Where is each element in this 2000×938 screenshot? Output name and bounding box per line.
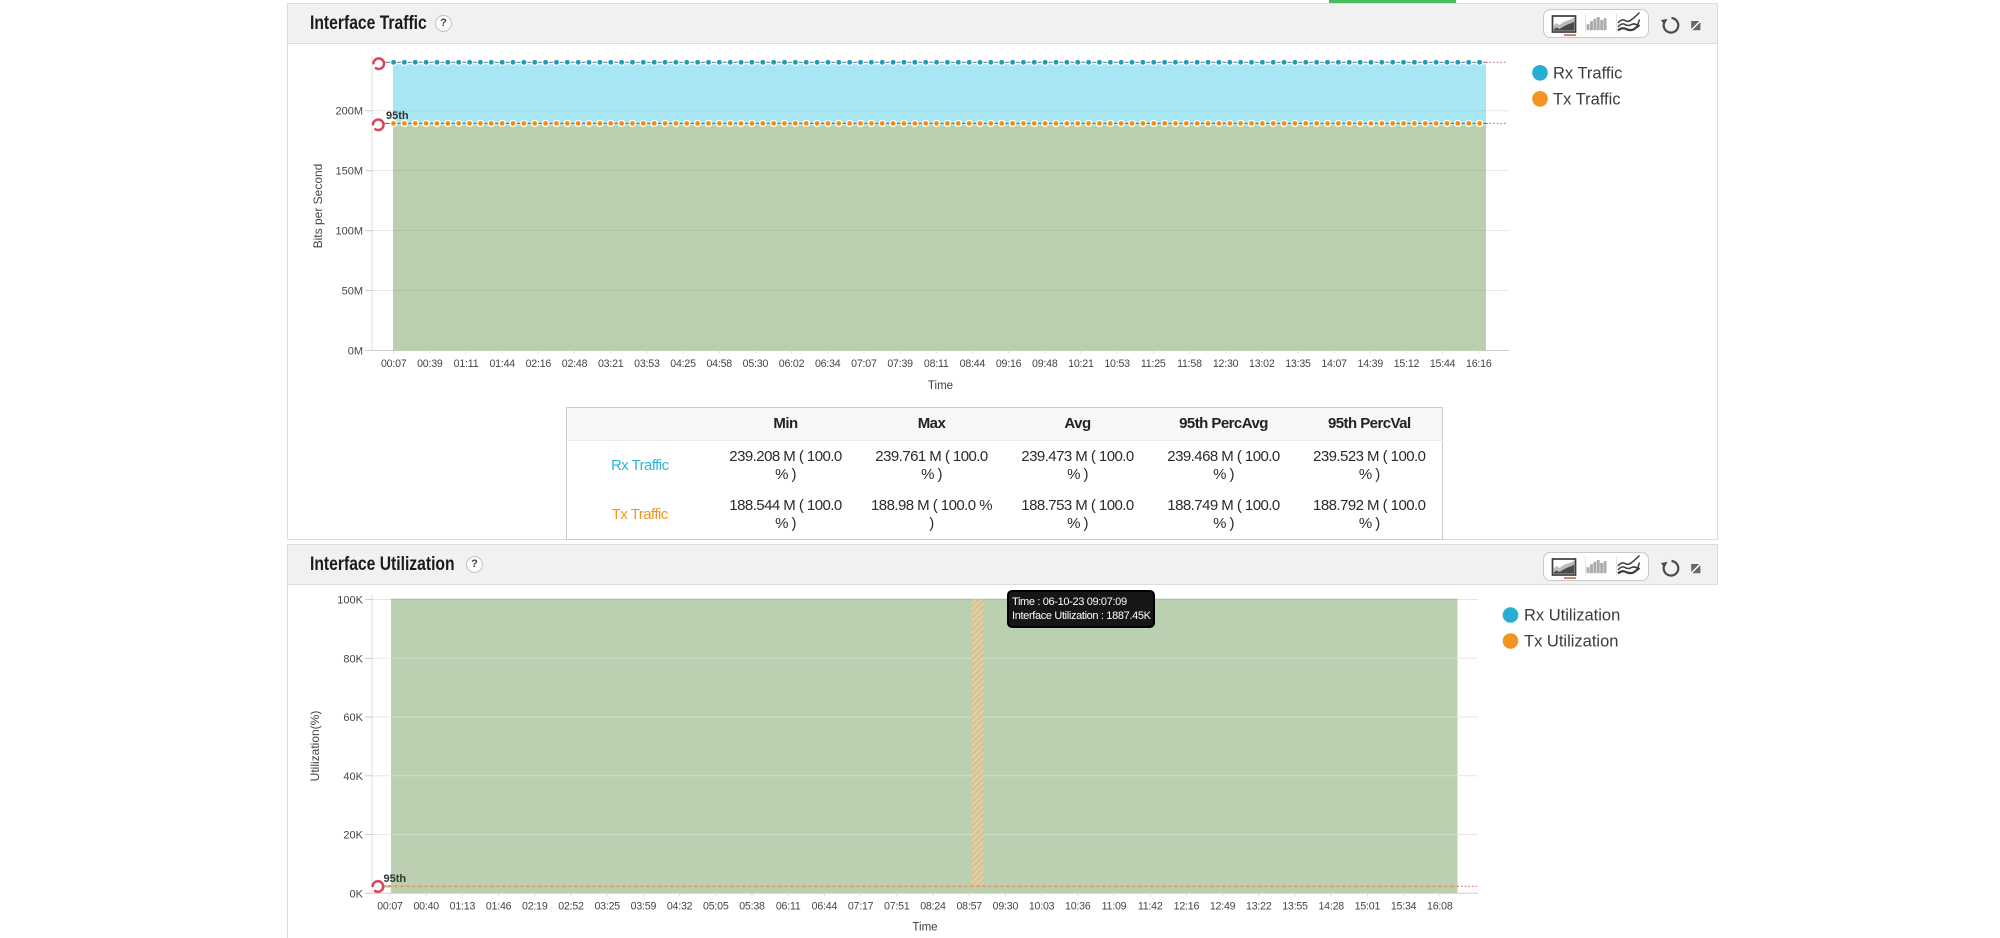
svg-text:14:28: 14:28 xyxy=(1318,901,1344,913)
svg-text:06:11: 06:11 xyxy=(776,901,801,913)
svg-text:12:49: 12:49 xyxy=(1210,901,1236,913)
svg-text:09:30: 09:30 xyxy=(993,901,1019,913)
svg-text:06:44: 06:44 xyxy=(812,901,838,913)
svg-text:10:03: 10:03 xyxy=(1029,901,1055,913)
svg-text:00:07: 00:07 xyxy=(381,358,407,370)
svg-text:20K: 20K xyxy=(343,830,363,842)
svg-text:07:17: 07:17 xyxy=(848,901,874,913)
svg-text:08:11: 08:11 xyxy=(924,358,949,370)
svg-text:150M: 150M xyxy=(335,166,363,178)
svg-text:05:30: 05:30 xyxy=(743,358,769,370)
svg-text:200M: 200M xyxy=(335,106,363,118)
svg-text:03:21: 03:21 xyxy=(598,358,624,370)
svg-text:04:25: 04:25 xyxy=(670,358,696,370)
svg-text:Time: Time xyxy=(928,380,953,392)
svg-text:05:38: 05:38 xyxy=(739,901,765,913)
svg-text:13:22: 13:22 xyxy=(1246,901,1272,913)
svg-text:100K: 100K xyxy=(337,595,363,607)
svg-text:80K: 80K xyxy=(343,653,363,665)
svg-text:95th: 95th xyxy=(386,110,409,122)
svg-text:11:25: 11:25 xyxy=(1141,358,1166,370)
svg-text:09:48: 09:48 xyxy=(1032,358,1058,370)
svg-text:95th: 95th xyxy=(384,873,407,885)
svg-text:0K: 0K xyxy=(350,888,364,900)
svg-text:Utilization(%): Utilization(%) xyxy=(308,711,322,782)
svg-text:0M: 0M xyxy=(348,346,363,358)
svg-text:04:32: 04:32 xyxy=(667,901,693,913)
svg-text:50M: 50M xyxy=(342,286,363,298)
svg-text:100M: 100M xyxy=(335,226,363,238)
svg-text:Bits per Second: Bits per Second xyxy=(311,164,325,249)
svg-text:00:39: 00:39 xyxy=(417,358,443,370)
svg-text:01:11: 01:11 xyxy=(454,358,479,370)
svg-text:00:07: 00:07 xyxy=(377,901,403,913)
svg-text:07:51: 07:51 xyxy=(884,901,910,913)
svg-text:04:58: 04:58 xyxy=(706,358,732,370)
svg-text:08:24: 08:24 xyxy=(920,901,946,913)
svg-text:11:58: 11:58 xyxy=(1177,358,1202,370)
svg-text:15:34: 15:34 xyxy=(1391,901,1417,913)
svg-text:11:09: 11:09 xyxy=(1102,901,1127,913)
svg-text:15:01: 15:01 xyxy=(1355,901,1381,913)
svg-text:16:08: 16:08 xyxy=(1427,901,1453,913)
svg-text:13:35: 13:35 xyxy=(1285,358,1311,370)
svg-text:06:34: 06:34 xyxy=(815,358,841,370)
svg-text:10:21: 10:21 xyxy=(1068,358,1094,370)
svg-text:09:16: 09:16 xyxy=(996,358,1022,370)
svg-text:08:57: 08:57 xyxy=(956,901,982,913)
svg-text:03:59: 03:59 xyxy=(631,901,657,913)
svg-text:01:13: 01:13 xyxy=(450,901,476,913)
svg-text:06:02: 06:02 xyxy=(779,358,805,370)
svg-text:15:44: 15:44 xyxy=(1430,358,1456,370)
svg-text:07:07: 07:07 xyxy=(851,358,877,370)
svg-text:Rx Utilization: Rx Utilization xyxy=(1524,607,1620,625)
svg-text:16:16: 16:16 xyxy=(1466,358,1492,370)
svg-text:08:44: 08:44 xyxy=(960,358,986,370)
svg-text:Time: Time xyxy=(912,922,937,934)
svg-text:03:25: 03:25 xyxy=(594,901,620,913)
svg-text:Rx Traffic: Rx Traffic xyxy=(1553,65,1622,83)
svg-text:00:40: 00:40 xyxy=(413,901,439,913)
svg-text:Tx Traffic: Tx Traffic xyxy=(1553,91,1621,109)
svg-text:14:07: 14:07 xyxy=(1321,358,1347,370)
svg-text:14:39: 14:39 xyxy=(1358,358,1384,370)
svg-text:13:55: 13:55 xyxy=(1282,901,1308,913)
svg-text:12:16: 12:16 xyxy=(1174,901,1200,913)
svg-text:07:39: 07:39 xyxy=(887,358,913,370)
svg-text:02:52: 02:52 xyxy=(558,901,584,913)
svg-text:60K: 60K xyxy=(343,712,363,724)
svg-text:02:19: 02:19 xyxy=(522,901,548,913)
svg-text:10:36: 10:36 xyxy=(1065,901,1091,913)
svg-text:15:12: 15:12 xyxy=(1394,358,1420,370)
svg-text:40K: 40K xyxy=(343,771,363,783)
svg-text:02:16: 02:16 xyxy=(526,358,552,370)
svg-text:01:46: 01:46 xyxy=(486,901,512,913)
svg-text:11:42: 11:42 xyxy=(1138,901,1163,913)
svg-text:03:53: 03:53 xyxy=(634,358,660,370)
svg-text:05:05: 05:05 xyxy=(703,901,729,913)
svg-text:02:48: 02:48 xyxy=(562,358,588,370)
svg-text:13:02: 13:02 xyxy=(1249,358,1275,370)
svg-text:12:30: 12:30 xyxy=(1213,358,1239,370)
svg-text:01:44: 01:44 xyxy=(489,358,515,370)
svg-text:10:53: 10:53 xyxy=(1104,358,1130,370)
svg-text:Tx Utilization: Tx Utilization xyxy=(1524,633,1618,651)
